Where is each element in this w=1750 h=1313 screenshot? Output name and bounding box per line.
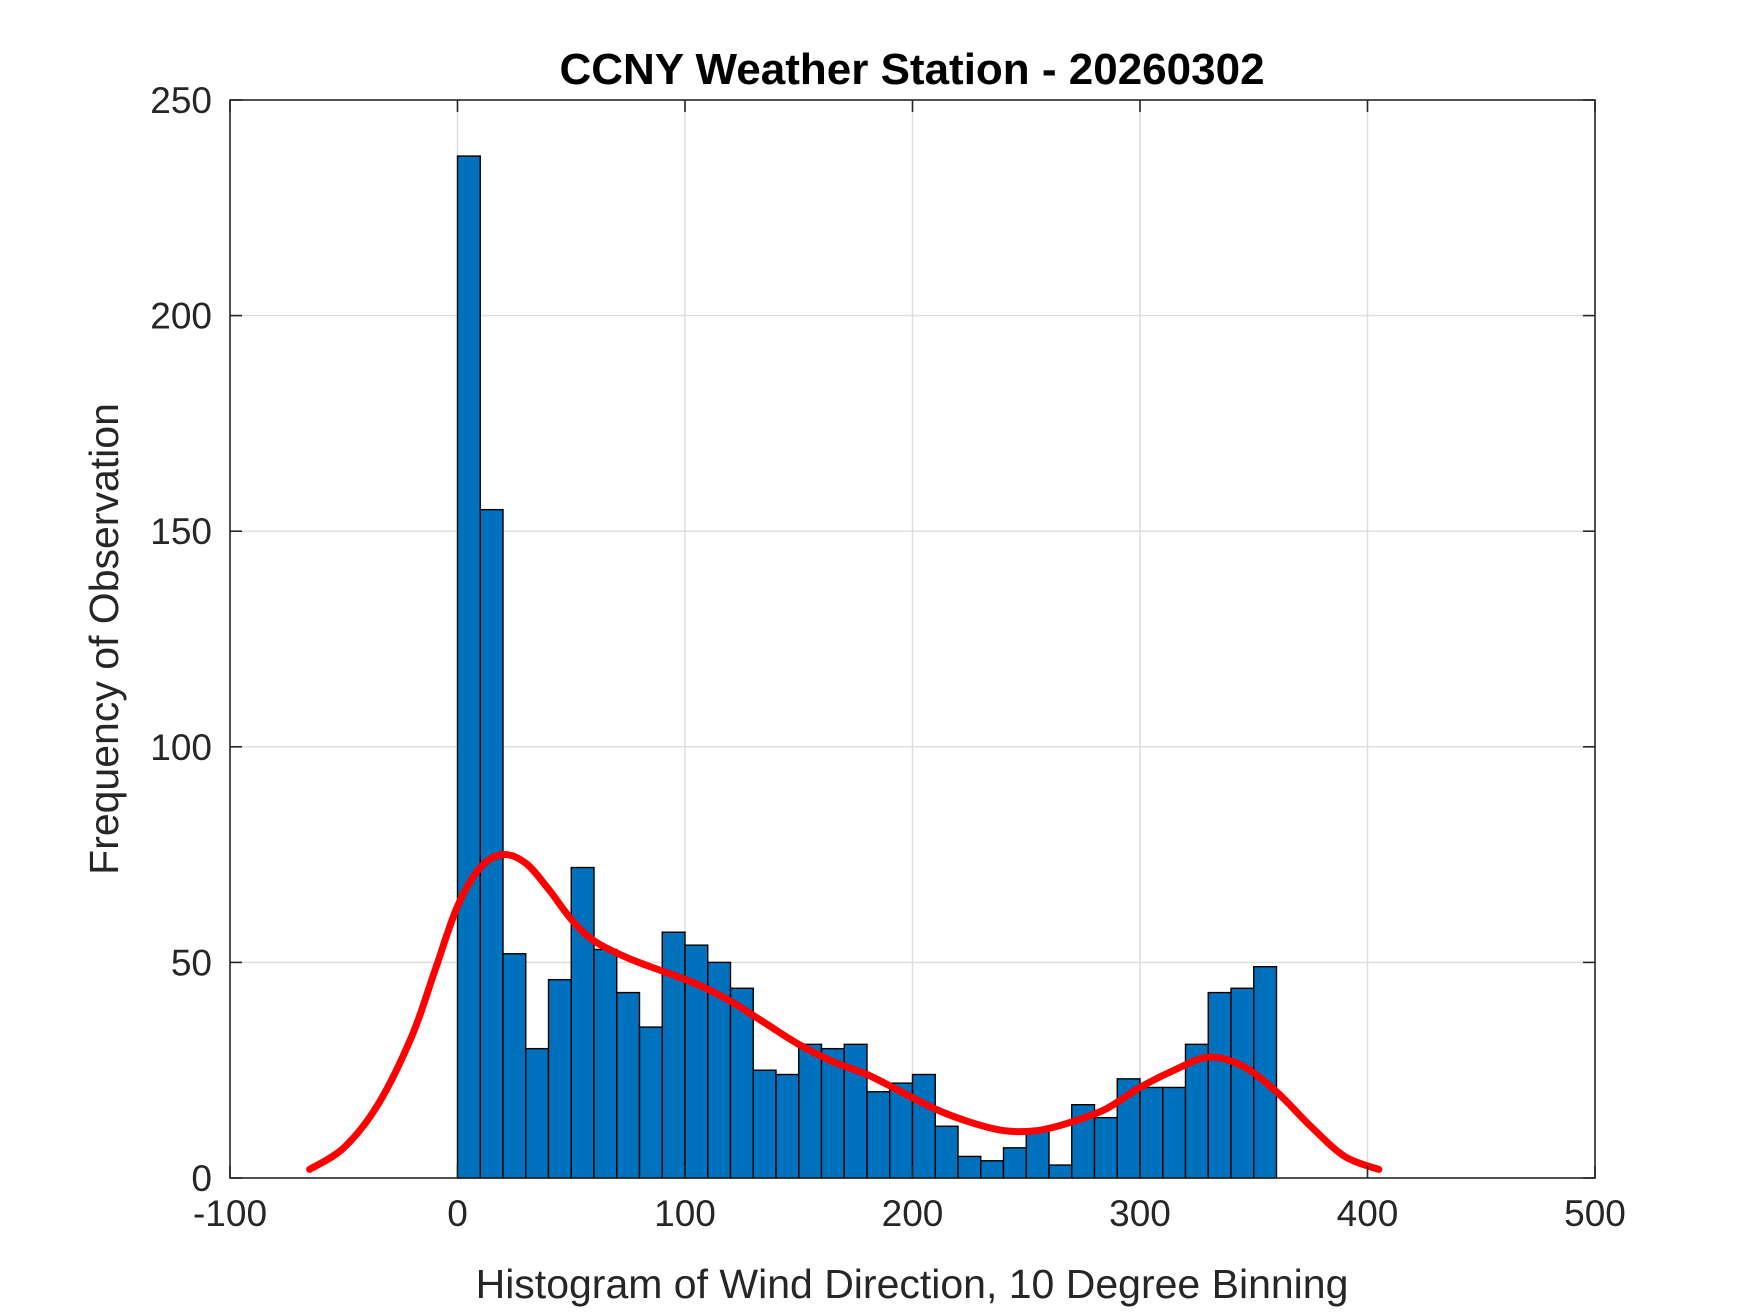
histogram-bar xyxy=(752,1069,777,1179)
x-tick-label: 300 xyxy=(1109,1193,1171,1234)
x-axis-label: Histogram of Wind Direction, 10 Degree B… xyxy=(476,1261,1349,1307)
y-tick-label: 50 xyxy=(171,942,212,983)
histogram-bar xyxy=(980,1160,1005,1179)
histogram-bar xyxy=(866,1091,891,1179)
histogram-bar xyxy=(1093,1116,1118,1179)
x-tick-label: 100 xyxy=(654,1193,716,1234)
histogram-bar xyxy=(502,953,527,1179)
histogram-bar xyxy=(479,508,504,1179)
y-tick-label: 100 xyxy=(150,727,212,768)
histogram-bar xyxy=(775,1073,800,1179)
histogram-bars xyxy=(456,155,1278,1179)
histogram-bar xyxy=(456,155,481,1179)
x-tick-label: 500 xyxy=(1564,1193,1626,1234)
histogram-bar xyxy=(957,1155,982,1179)
histogram-bar xyxy=(1048,1164,1073,1179)
plot-frame xyxy=(229,99,1596,1179)
x-tick-label: 200 xyxy=(882,1193,944,1234)
chart-title: CCNY Weather Station - 20260302 xyxy=(559,45,1264,94)
histogram-bar xyxy=(1002,1147,1027,1179)
histogram-bar xyxy=(547,978,572,1179)
y-tick-label: 250 xyxy=(150,80,212,121)
histogram-bar xyxy=(798,1043,823,1179)
histogram-bar xyxy=(1025,1129,1050,1179)
histogram-bar xyxy=(638,1026,663,1179)
histogram-bar xyxy=(1162,1086,1187,1179)
histogram-bar xyxy=(1139,1086,1164,1179)
y-axis-label: Frequency of Observation xyxy=(81,403,127,875)
histogram-bar xyxy=(911,1073,936,1179)
density-curve-layer xyxy=(306,851,1383,1173)
histogram-bar xyxy=(1230,987,1255,1179)
histogram-bar xyxy=(593,948,618,1179)
histogram-bar xyxy=(616,991,641,1179)
x-tick-label: -100 xyxy=(193,1193,267,1234)
x-tick-label: 400 xyxy=(1337,1193,1399,1234)
y-tick-label: 200 xyxy=(150,296,212,337)
y-tick-label: 150 xyxy=(150,511,212,552)
histogram-bar xyxy=(570,866,595,1179)
histogram-bar xyxy=(525,1047,550,1179)
histogram-bar xyxy=(1207,991,1232,1179)
density-curve-line xyxy=(306,851,1383,1173)
y-tick-label: 0 xyxy=(191,1158,212,1199)
histogram-bar xyxy=(934,1125,959,1179)
x-tick-label: 0 xyxy=(447,1193,468,1234)
